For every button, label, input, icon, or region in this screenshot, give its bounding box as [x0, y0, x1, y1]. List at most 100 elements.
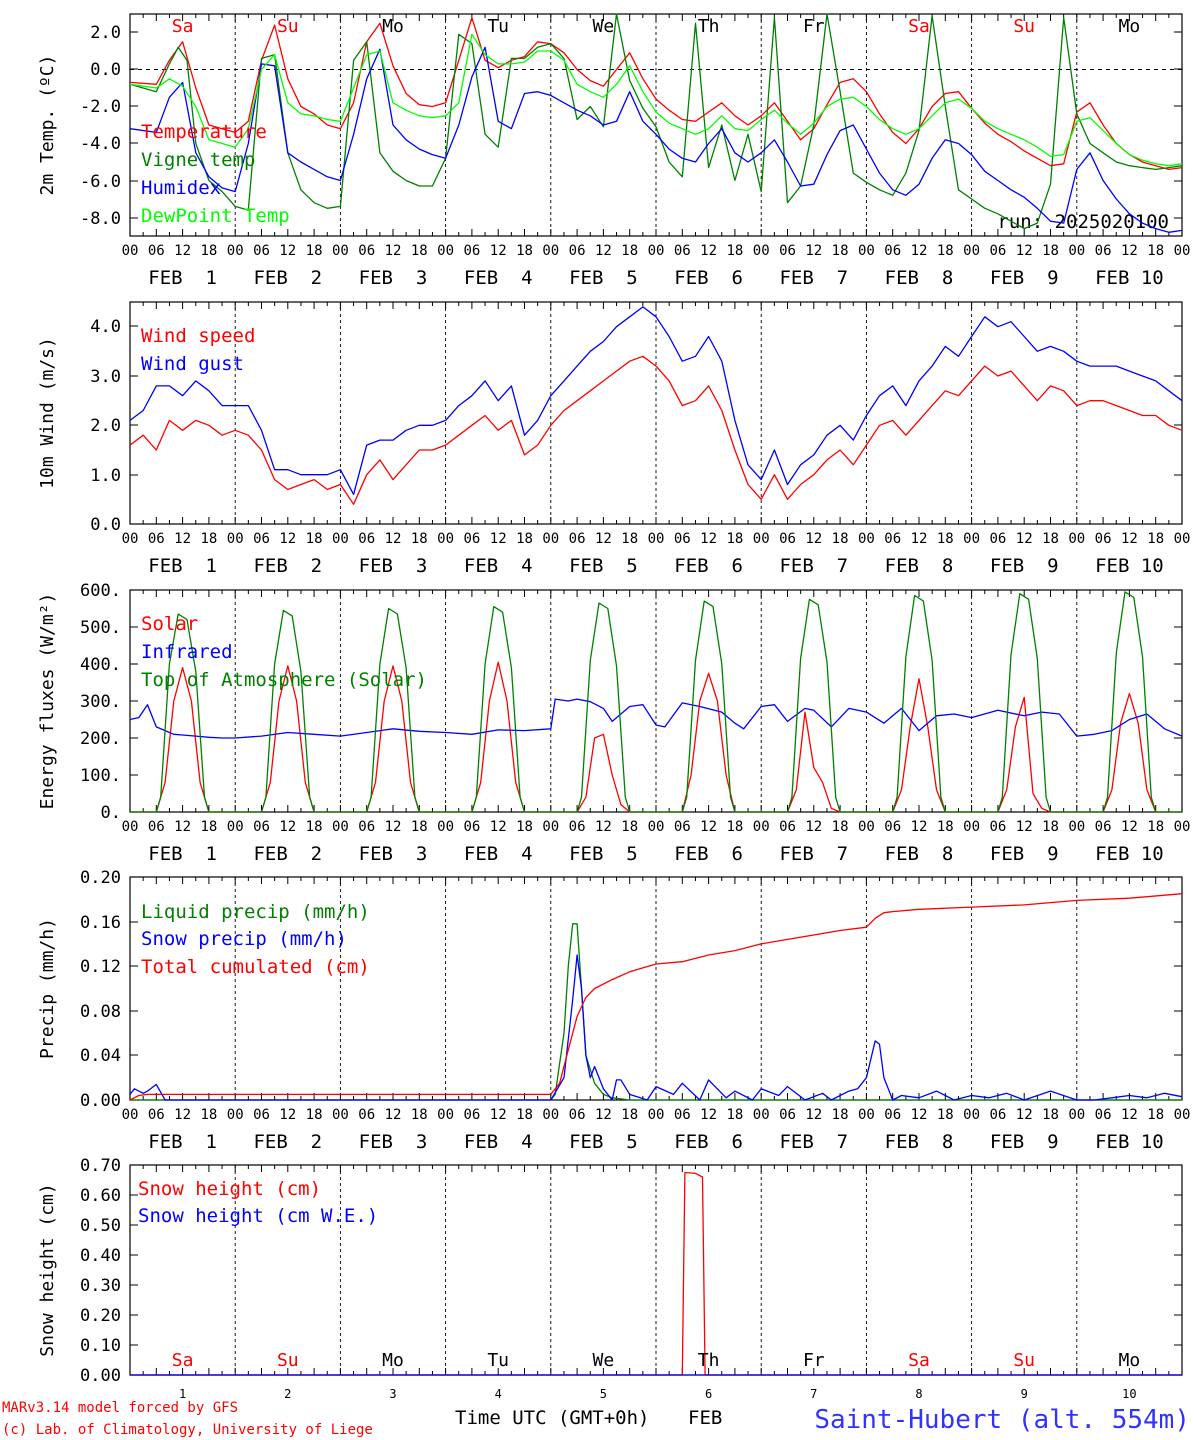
y-tick-label: 0.12: [80, 957, 121, 977]
hour-tick-label: 12: [700, 531, 717, 547]
y-tick-label: 500.: [80, 618, 121, 638]
hour-tick-label: 12: [1121, 819, 1138, 835]
date-label: FEB 6: [674, 1131, 743, 1153]
legend-entry: Top of Atmosphere (Solar): [141, 669, 427, 691]
hour-tick-label: 12: [385, 531, 402, 547]
hour-tick-label: 06: [989, 531, 1006, 547]
y-tick-label: 3.0: [90, 367, 121, 387]
y-axis-label: 2m Temp. (ºC): [37, 55, 58, 196]
hour-tick-label: 06: [358, 1107, 375, 1123]
hour-tick-label: 06: [463, 531, 480, 547]
date-label: FEB 4: [464, 1131, 533, 1153]
y-tick-label: 0.30: [80, 1276, 121, 1296]
hour-tick-label: 18: [411, 1107, 428, 1123]
hour-tick-label: 18: [621, 531, 638, 547]
hour-tick-label: 00: [227, 1107, 244, 1123]
hour-tick-label: 00: [753, 243, 770, 259]
legend-entry: Snow height (cm): [138, 1178, 321, 1200]
date-label: FEB 5: [569, 267, 638, 289]
panel-2: 4.0 3.0 2.0 1.0 0.0 10m Wind (m/s) Wind speed W…: [37, 301, 1191, 577]
date-label: FEB 5: [569, 843, 638, 865]
hour-tick-label: 18: [516, 819, 533, 835]
hour-tick-label: 06: [569, 1107, 586, 1123]
y-tick-label: -4.0: [80, 134, 121, 154]
station-label: Saint-Hubert (alt. 554m): [814, 1405, 1190, 1435]
hour-tick-label: 12: [174, 531, 191, 547]
date-label: FEB 8: [885, 1131, 954, 1153]
hour-tick-label: 12: [700, 243, 717, 259]
hour-tick-label: 00: [227, 819, 244, 835]
date-label: FEB 7: [779, 267, 848, 289]
hour-tick-label: 00: [753, 1107, 770, 1123]
date-label: FEB 8: [885, 267, 954, 289]
hour-tick-label: 00: [122, 1107, 139, 1123]
hour-tick-label: 00: [1174, 531, 1191, 547]
y-tick-label: 0.00: [80, 1091, 121, 1111]
y-tick-label: 0.0: [90, 515, 121, 535]
y-axis-label: Precip (mm/h): [37, 918, 58, 1059]
date-label: FEB 5: [569, 555, 638, 577]
weekday-label: Mo: [1119, 1350, 1141, 1371]
hour-tick-label: 00: [332, 243, 349, 259]
hour-tick-label: 18: [1147, 243, 1164, 259]
day-number-label: 10: [1122, 1387, 1136, 1401]
date-label: FEB 9: [990, 1131, 1059, 1153]
hour-tick-label: 00: [1068, 243, 1085, 259]
series-line-infrared: [129, 698, 1183, 739]
hour-tick-label: 00: [542, 243, 559, 259]
hour-tick-label: 18: [1147, 819, 1164, 835]
hour-tick-label: 00: [437, 243, 454, 259]
y-axis-label: 10m Wind (m/s): [37, 337, 58, 489]
panel-5: 0.70 0.60 0.50 0.40 0.30 0.20 0.10 0.00 Snow hei…: [37, 1156, 1183, 1401]
hour-tick-label: 06: [1095, 1107, 1112, 1123]
y-tick-label: 0.70: [80, 1156, 121, 1176]
hour-tick-label: 06: [148, 243, 165, 259]
hour-tick-label: 18: [1147, 531, 1164, 547]
panel-4: 0.20 0.16 0.12 0.08 0.04 0.00 Precip (mm/h) Liq…: [37, 868, 1190, 1153]
hour-tick-label: 06: [148, 1107, 165, 1123]
y-tick-label: 2.0: [90, 416, 121, 436]
hour-tick-label: 06: [884, 243, 901, 259]
hour-tick-label: 12: [174, 243, 191, 259]
hour-tick-label: 00: [122, 819, 139, 835]
hour-tick-label: 12: [490, 243, 507, 259]
weekday-label: Sa: [172, 1350, 194, 1371]
weekday-label: Tu: [487, 1350, 509, 1371]
hour-tick-label: 18: [200, 243, 217, 259]
hour-tick-label: 06: [884, 1107, 901, 1123]
hour-tick-label: 18: [200, 819, 217, 835]
hour-tick-label: 12: [1016, 819, 1033, 835]
weekday-label: Su: [1013, 16, 1035, 37]
y-tick-label: 0.00: [80, 1366, 121, 1386]
weekday-label: Th: [698, 1350, 720, 1371]
hour-tick-label: 00: [332, 531, 349, 547]
hour-tick-label: 12: [1121, 243, 1138, 259]
date-label: FEB 3: [359, 555, 428, 577]
legend-entry: Temperature: [141, 121, 267, 143]
hour-tick-label: 18: [411, 243, 428, 259]
date-label: FEB 10: [1095, 1131, 1164, 1153]
hour-tick-label: 00: [648, 819, 665, 835]
y-axis-label: Snow height (cm): [37, 1183, 58, 1356]
y-tick-label: 0.08: [80, 1002, 121, 1022]
hour-tick-label: 12: [279, 1107, 296, 1123]
date-label: FEB 2: [253, 1131, 322, 1153]
hour-tick-label: 06: [674, 243, 691, 259]
hour-tick-label: 06: [569, 531, 586, 547]
date-label: FEB 9: [990, 843, 1059, 865]
hour-tick-label: 00: [858, 1107, 875, 1123]
hour-tick-label: 06: [569, 819, 586, 835]
hour-tick-label: 12: [490, 1107, 507, 1123]
weekday-label: Su: [277, 16, 299, 37]
hour-tick-label: 18: [411, 531, 428, 547]
date-label: FEB 10: [1095, 555, 1164, 577]
hour-tick-label: 18: [726, 819, 743, 835]
day-number-label: 5: [600, 1387, 607, 1401]
hour-tick-label: 18: [832, 1107, 849, 1123]
date-label: FEB 1: [148, 1131, 217, 1153]
date-label: FEB 6: [674, 555, 743, 577]
hour-tick-label: 18: [621, 819, 638, 835]
hour-tick-label: 06: [884, 819, 901, 835]
hour-tick-label: 00: [437, 819, 454, 835]
y-tick-label: 0.0: [90, 60, 121, 80]
